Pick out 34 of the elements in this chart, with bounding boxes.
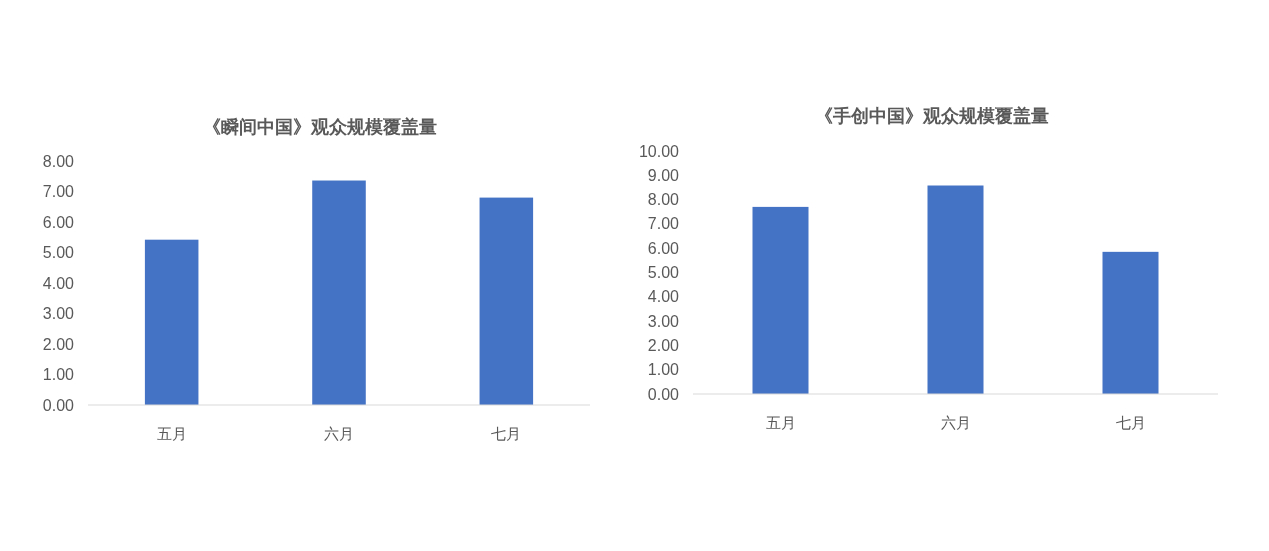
- y-tick-label: 8.00: [42, 152, 75, 170]
- y-tick-label: 1.00: [42, 366, 75, 383]
- y-tick-label: 7.00: [42, 183, 75, 200]
- y-tick-label: 2.00: [647, 336, 680, 354]
- x-tick-label: 七月: [491, 424, 522, 442]
- bar: [752, 206, 809, 394]
- x-tick-label: 五月: [156, 424, 187, 442]
- y-tick-label: 10.00: [638, 142, 680, 160]
- bar: [1102, 251, 1159, 394]
- y-tick-label: 0.00: [647, 385, 680, 403]
- bar: [479, 197, 534, 405]
- bar: [144, 239, 199, 405]
- chart-title: 《手创中国》观众规模覆盖量: [815, 106, 1049, 126]
- y-tick-label: 9.00: [647, 166, 680, 184]
- y-tick-label: 6.00: [647, 239, 680, 257]
- y-tick-label: 4.00: [42, 274, 75, 292]
- y-tick-label: 8.00: [647, 191, 680, 209]
- bar: [927, 185, 984, 394]
- y-tick-label: 6.00: [42, 213, 75, 231]
- y-tick-label: 7.00: [647, 215, 680, 233]
- y-tick-label: 3.00: [647, 312, 680, 330]
- x-tick-label: 六月: [940, 413, 971, 431]
- x-tick-label: 六月: [324, 424, 354, 442]
- bar: [312, 180, 366, 405]
- y-tick-label: 4.00: [647, 288, 680, 306]
- y-tick-label: 5.00: [647, 264, 680, 281]
- y-tick-label: 5.00: [42, 244, 75, 261]
- y-tick-label: 1.00: [647, 361, 680, 379]
- y-tick-label: 2.00: [42, 335, 75, 353]
- y-tick-label: 0.00: [42, 396, 75, 414]
- x-tick-label: 七月: [1115, 413, 1146, 431]
- y-tick-label: 3.00: [42, 305, 75, 322]
- x-tick-label: 五月: [765, 413, 796, 431]
- chart-title: 《瞬间中国》观众规模覆盖量: [203, 117, 437, 137]
